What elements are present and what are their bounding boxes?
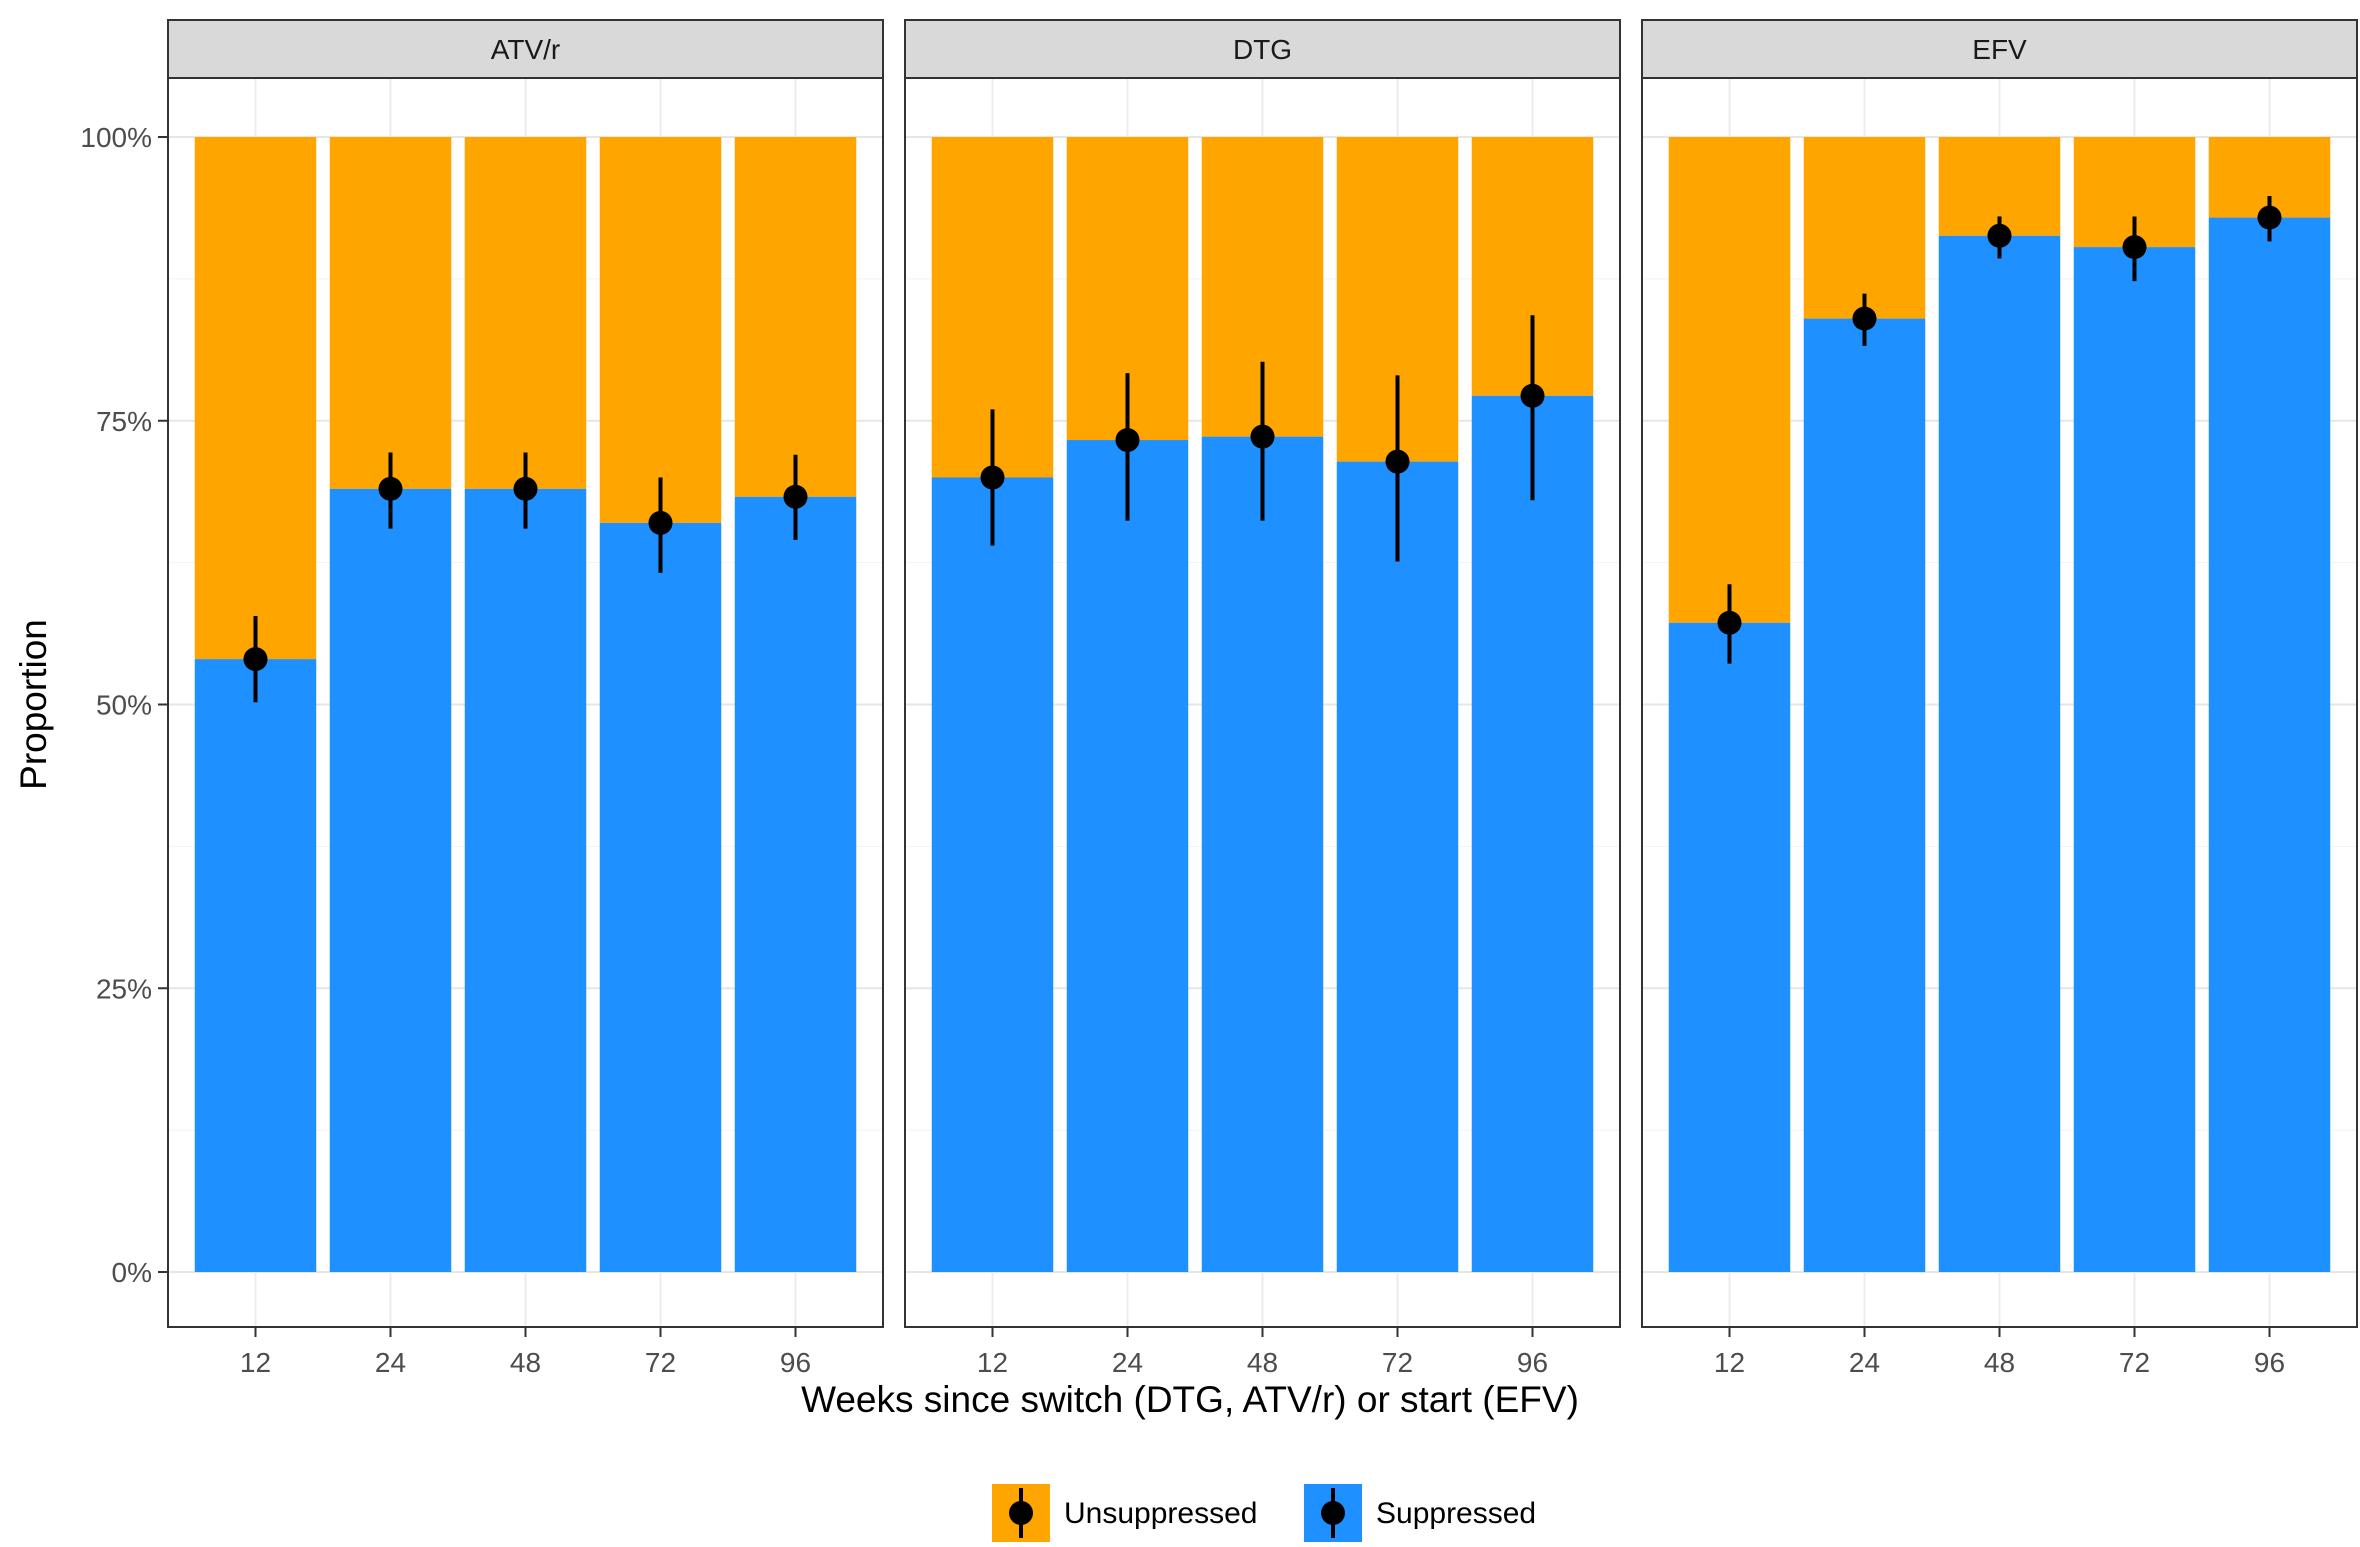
bar-suppressed <box>464 488 587 1273</box>
x-tick-label: 72 <box>1382 1347 1413 1378</box>
point-estimate <box>513 476 538 501</box>
x-tick-label: 48 <box>510 1347 541 1378</box>
x-tick-label: 48 <box>1984 1347 2015 1378</box>
facet-label: ATV/r <box>491 34 560 65</box>
y-tick-label: 0% <box>112 1257 152 1288</box>
bar-suppressed <box>1938 235 2061 1272</box>
x-tick-label: 96 <box>780 1347 811 1378</box>
y-tick-label: 100% <box>80 122 152 153</box>
facet-label: DTG <box>1233 34 1292 65</box>
x-tick-label: 24 <box>1849 1347 1880 1378</box>
facet-strip <box>1641 19 2358 79</box>
x-tick-label: 24 <box>375 1347 406 1378</box>
x-tick-label: 72 <box>2119 1347 2150 1378</box>
bar-unsuppressed <box>464 137 587 489</box>
bar-suppressed <box>2073 247 2196 1273</box>
point-estimate <box>1250 424 1275 449</box>
point-estimate <box>243 647 268 672</box>
y-tick-label: 75% <box>96 406 152 437</box>
bar-suppressed <box>1336 461 1459 1272</box>
x-tick-label: 48 <box>1247 1347 1278 1378</box>
legend-label: Suppressed <box>1376 1497 1536 1530</box>
point-estimate <box>1717 610 1742 635</box>
bar-suppressed <box>1066 440 1189 1272</box>
x-tick-label: 72 <box>645 1347 676 1378</box>
point-estimate <box>980 465 1005 490</box>
point-estimate <box>648 510 673 535</box>
bar-suppressed <box>1201 436 1324 1272</box>
bar-unsuppressed <box>329 137 452 489</box>
legend-label: Unsuppressed <box>1064 1497 1257 1530</box>
bar-suppressed <box>2208 217 2331 1273</box>
y-tick-label: 50% <box>96 690 152 721</box>
point-estimate <box>783 484 808 509</box>
x-tick-label: 96 <box>2254 1347 2285 1378</box>
point-estimate <box>1852 306 1877 331</box>
y-axis-title: Proportion <box>13 619 54 790</box>
point-estimate <box>2257 205 2282 230</box>
bar-unsuppressed <box>734 137 857 497</box>
x-tick-label: 96 <box>1517 1347 1548 1378</box>
facet-strip <box>904 19 1621 79</box>
y-tick-label: 25% <box>96 973 152 1004</box>
bar-suppressed <box>329 488 452 1273</box>
bar-suppressed <box>1668 622 1791 1272</box>
legend-key-point <box>1321 1501 1345 1525</box>
bar-unsuppressed <box>194 137 317 660</box>
facet-label: EFV <box>1972 34 2027 65</box>
bar-suppressed <box>194 659 317 1272</box>
bar-suppressed <box>599 522 722 1272</box>
legend-key-point <box>1009 1501 1033 1525</box>
x-tick-label: 24 <box>1112 1347 1143 1378</box>
x-tick-label: 12 <box>240 1347 271 1378</box>
point-estimate <box>2122 235 2147 260</box>
bar-unsuppressed <box>1803 137 1926 319</box>
x-tick-label: 12 <box>1714 1347 1745 1378</box>
bar-unsuppressed <box>599 137 722 523</box>
point-estimate <box>378 476 403 501</box>
point-estimate <box>1520 383 1545 408</box>
point-estimate <box>1115 428 1140 453</box>
facet-strip <box>167 19 884 79</box>
x-tick-label: 12 <box>977 1347 1008 1378</box>
point-estimate <box>1385 449 1410 474</box>
x-axis-title: Weeks since switch (DTG, ATV/r) or start… <box>801 1379 1579 1420</box>
point-estimate <box>1987 223 2012 248</box>
bar-suppressed <box>1471 395 1594 1272</box>
bar-suppressed <box>734 496 857 1272</box>
bar-unsuppressed <box>1668 137 1791 623</box>
bar-suppressed <box>1803 318 1926 1273</box>
bar-suppressed <box>931 477 1054 1272</box>
